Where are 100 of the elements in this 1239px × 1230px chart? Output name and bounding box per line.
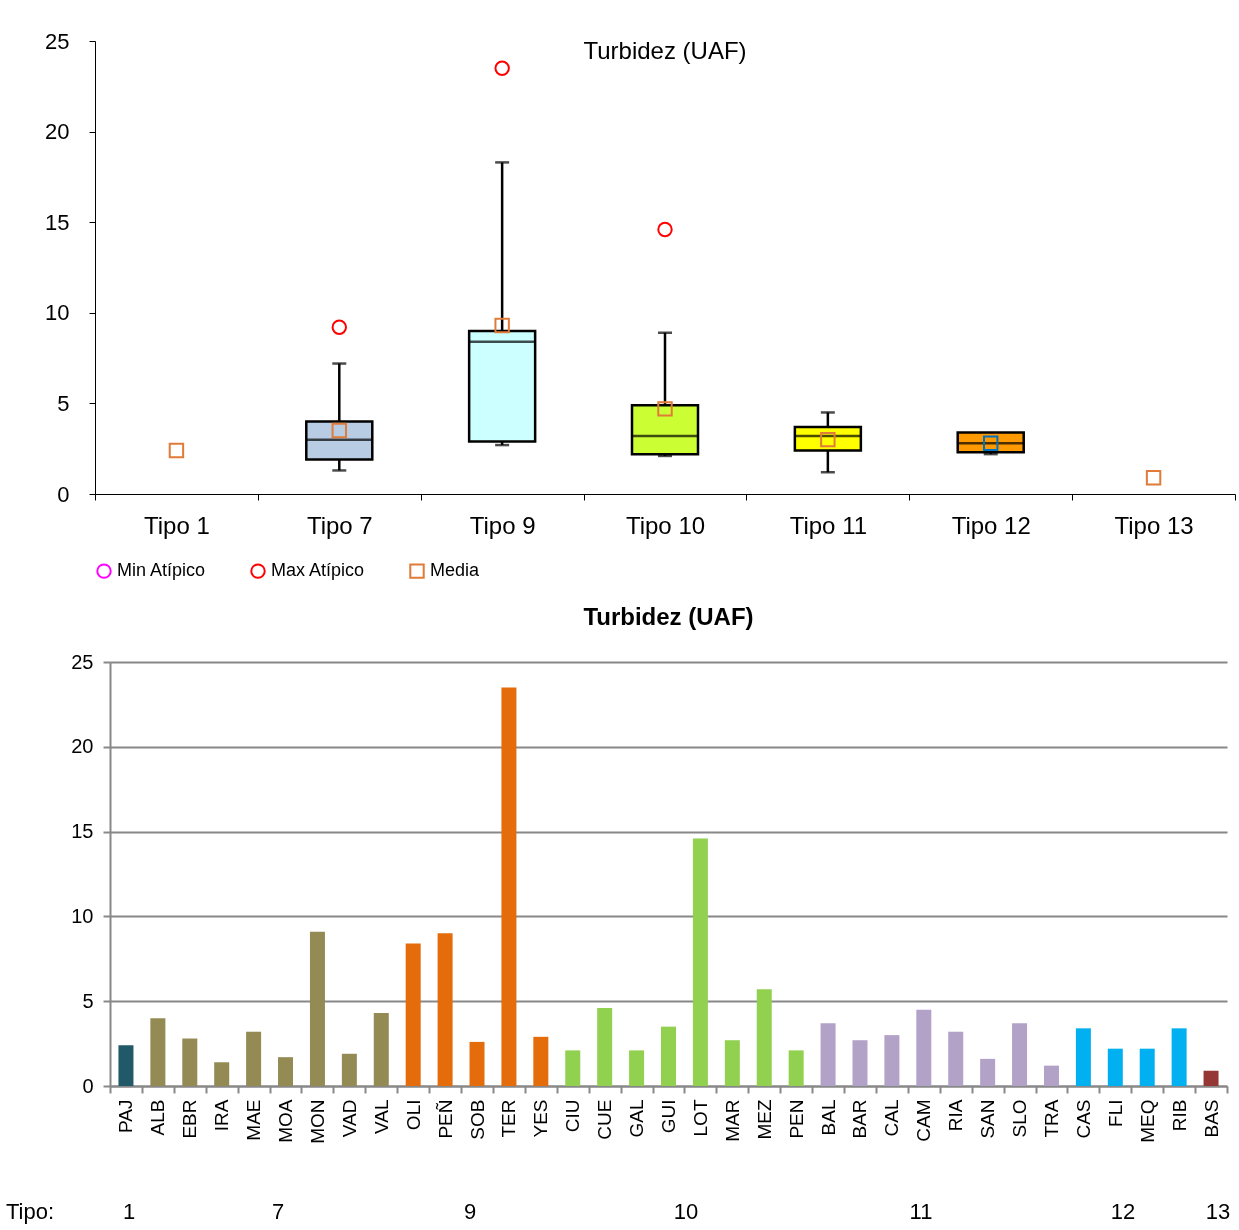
x-tick-label: MOA bbox=[275, 1099, 297, 1143]
text: 10 bbox=[673, 1199, 699, 1224]
bar bbox=[1171, 1028, 1187, 1086]
legend-label: Max Atípico bbox=[271, 560, 365, 581]
x-tick-label: BAL bbox=[817, 1099, 839, 1136]
bar bbox=[852, 1040, 868, 1086]
bar bbox=[661, 1026, 676, 1086]
bar bbox=[980, 1058, 996, 1086]
x-tick-label: MAE bbox=[243, 1099, 265, 1141]
x-tick-label: BAR bbox=[849, 1099, 871, 1139]
y-tick-label: 20 bbox=[45, 119, 70, 145]
x-tick-label: CUE bbox=[594, 1099, 616, 1140]
bar bbox=[1107, 1048, 1123, 1086]
x-tick-label: MEZ bbox=[753, 1099, 775, 1140]
x-tick-label: Tipo 9 bbox=[469, 511, 536, 539]
y-tick-label: 0 bbox=[57, 481, 70, 507]
x-tick-label: Tipo 12 bbox=[951, 511, 1031, 539]
point bbox=[657, 401, 673, 417]
y-tick-label: 25 bbox=[71, 650, 94, 673]
x-tick-label: IRA bbox=[211, 1099, 233, 1132]
bar bbox=[597, 1007, 613, 1086]
chart-title: Turbidez (UAF) bbox=[583, 603, 754, 630]
y-tick-label: 0 bbox=[82, 1074, 94, 1097]
x-tick-label: TRA bbox=[1040, 1099, 1062, 1138]
x-tick-label: PAJ bbox=[115, 1099, 137, 1133]
y-tick-label: 20 bbox=[71, 735, 94, 758]
x-tick-label: FLI bbox=[1104, 1099, 1126, 1127]
bar bbox=[309, 931, 325, 1086]
bar bbox=[948, 1031, 964, 1086]
point bbox=[657, 221, 673, 238]
x-tick-label: OLI bbox=[402, 1099, 424, 1131]
x-tick-label: MEQ bbox=[1136, 1099, 1158, 1143]
x-tick-label: Tipo 13 bbox=[1114, 511, 1194, 539]
text: Tipo: bbox=[5, 1199, 55, 1224]
x-tick-label: SOB bbox=[466, 1099, 488, 1140]
text: 12 bbox=[1110, 1199, 1136, 1224]
y-tick-label: 10 bbox=[45, 300, 70, 326]
bar bbox=[214, 1062, 230, 1086]
bar bbox=[629, 1050, 645, 1086]
point bbox=[494, 60, 510, 76]
bar bbox=[820, 1023, 836, 1086]
x-tick-label: BAS bbox=[1200, 1099, 1222, 1138]
chart-title: Turbidez (UAF) bbox=[583, 37, 747, 64]
x-tick-label: YES bbox=[530, 1099, 552, 1138]
bar bbox=[884, 1035, 900, 1086]
x-tick-label: Tipo 10 bbox=[625, 511, 706, 539]
bar bbox=[533, 1036, 549, 1086]
bar bbox=[756, 989, 772, 1086]
point bbox=[331, 422, 347, 439]
text: 11 bbox=[909, 1199, 933, 1224]
point bbox=[820, 431, 836, 448]
bar bbox=[341, 1053, 357, 1086]
x-tick-label: CAL bbox=[881, 1099, 903, 1137]
x-tick-label: MAR bbox=[721, 1099, 743, 1142]
x-tick-label: VAD bbox=[338, 1099, 360, 1138]
bar bbox=[788, 1050, 804, 1086]
x-tick-label: CAS bbox=[1072, 1099, 1094, 1139]
point bbox=[331, 319, 347, 335]
x-tick-label: SLO bbox=[1009, 1099, 1031, 1138]
bar bbox=[692, 838, 708, 1086]
x-tick-label: Tipo 7 bbox=[306, 511, 373, 539]
text: 1 bbox=[122, 1199, 136, 1224]
x-tick-label: CIU bbox=[562, 1099, 584, 1133]
y-tick-label: 15 bbox=[45, 209, 70, 235]
text: 7 bbox=[271, 1199, 285, 1224]
bar bbox=[278, 1057, 294, 1086]
bar bbox=[1075, 1028, 1091, 1086]
bar bbox=[1139, 1048, 1155, 1086]
bar bbox=[916, 1009, 932, 1086]
bar bbox=[501, 687, 517, 1086]
x-tick-label: MON bbox=[306, 1099, 328, 1144]
point bbox=[168, 442, 185, 459]
bar bbox=[118, 1045, 134, 1086]
point bbox=[494, 317, 510, 334]
y-tick-label: 5 bbox=[82, 989, 94, 1012]
x-tick-label: PEN bbox=[785, 1099, 807, 1139]
bar bbox=[724, 1040, 740, 1086]
bar bbox=[1012, 1023, 1028, 1086]
y-tick-label: 25 bbox=[45, 28, 70, 54]
x-tick-label: SAN bbox=[977, 1099, 999, 1139]
x-tick-label: Tipo 1 bbox=[144, 511, 210, 539]
y-tick-label: 5 bbox=[57, 390, 70, 416]
x-tick-label: PEÑ bbox=[434, 1099, 456, 1139]
legend-label: Min Atípico bbox=[117, 560, 206, 581]
point bbox=[983, 435, 999, 451]
x-tick-label: EBR bbox=[179, 1099, 201, 1139]
bar bbox=[1043, 1065, 1059, 1086]
x-tick-label: RIA bbox=[945, 1099, 967, 1132]
bar bbox=[150, 1018, 166, 1086]
x-tick-label: RIB bbox=[1168, 1099, 1190, 1132]
bar bbox=[405, 943, 421, 1086]
bar bbox=[182, 1038, 198, 1086]
y-tick-label: 15 bbox=[71, 820, 94, 843]
bar bbox=[246, 1031, 262, 1086]
bar bbox=[1203, 1070, 1219, 1086]
bar bbox=[565, 1050, 581, 1086]
text: 9 bbox=[463, 1199, 477, 1224]
x-tick-label: TER bbox=[498, 1099, 520, 1138]
x-tick-label: GAL bbox=[626, 1099, 648, 1138]
x-tick-label: GUI bbox=[658, 1099, 679, 1134]
